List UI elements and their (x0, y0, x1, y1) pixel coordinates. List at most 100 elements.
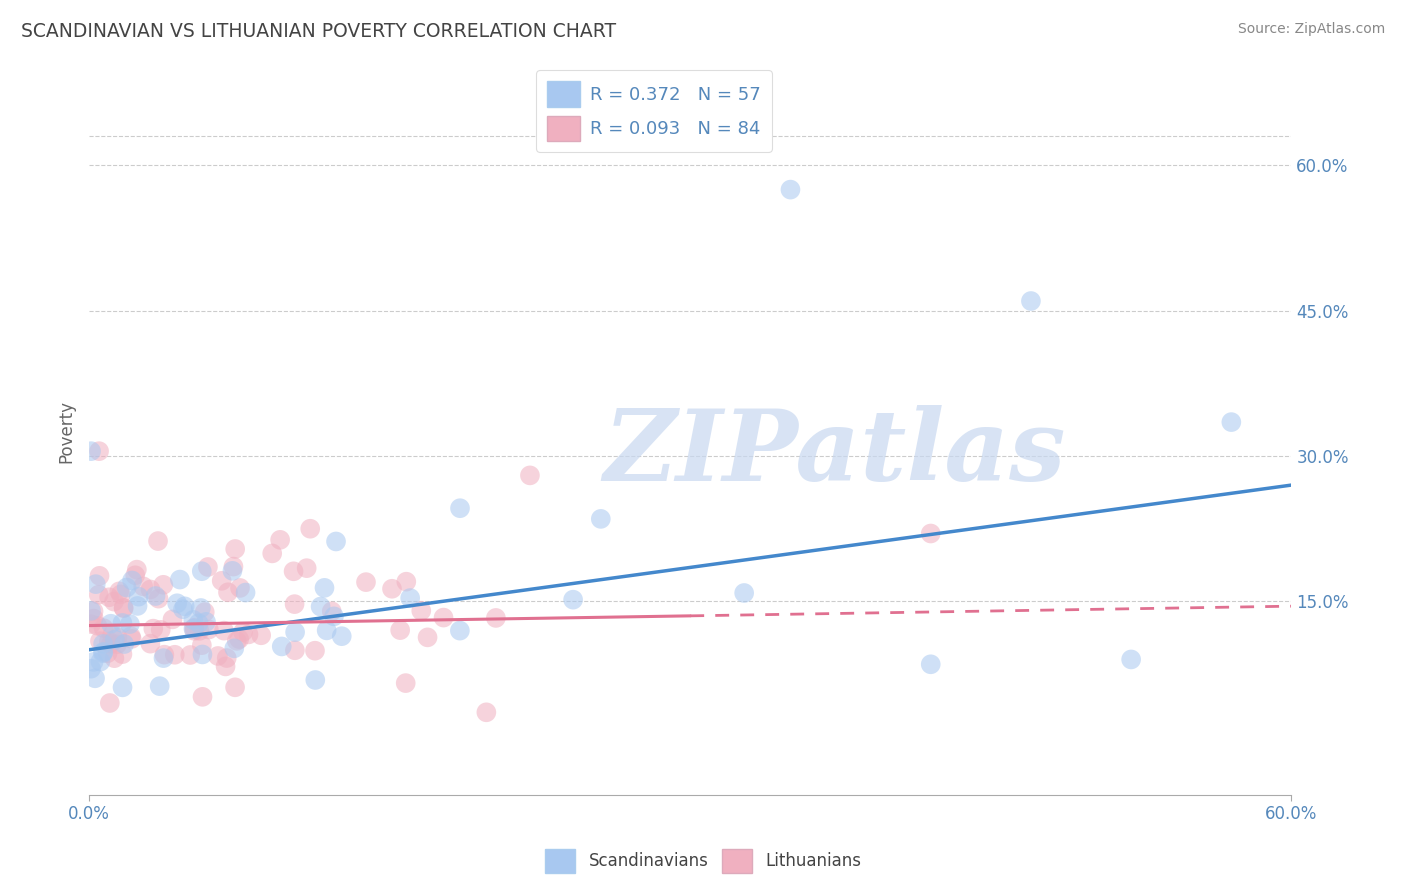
Point (411, 604, 433, 618)
Point (262, 546, 284, 560)
Point (149, 623, 172, 637)
Point (179, 648, 201, 662)
Point (283, 564, 305, 578)
Point (214, 659, 236, 673)
Point (103, 594, 125, 608)
Point (519, 468, 541, 483)
Point (125, 563, 148, 577)
Point (128, 590, 150, 604)
Point (91, 646, 114, 660)
Text: Source: ZipAtlas.com: Source: ZipAtlas.com (1237, 22, 1385, 37)
Point (194, 605, 217, 619)
Point (589, 512, 612, 526)
Point (432, 610, 454, 624)
Point (91, 637, 114, 651)
Point (224, 541, 246, 556)
Point (153, 648, 176, 662)
Point (270, 640, 292, 654)
Point (191, 638, 214, 652)
Legend: Scandinavians, Lithuanians: Scandinavians, Lithuanians (538, 842, 868, 880)
Point (146, 534, 169, 549)
Point (191, 564, 214, 578)
Point (188, 624, 211, 638)
Point (187, 616, 209, 631)
Point (169, 573, 191, 587)
Point (224, 641, 246, 656)
Point (112, 601, 135, 615)
Point (211, 574, 233, 588)
Point (112, 600, 135, 615)
Point (250, 628, 273, 642)
Point (98, 696, 121, 710)
Point (269, 533, 291, 547)
Point (121, 632, 143, 646)
Point (108, 584, 131, 599)
Point (314, 581, 336, 595)
Point (166, 596, 188, 610)
Point (779, 183, 801, 197)
Point (112, 637, 135, 651)
Point (183, 622, 205, 636)
Point (162, 612, 184, 626)
Point (89, 569, 111, 583)
Point (183, 613, 205, 627)
Point (97, 634, 120, 648)
Point (304, 643, 326, 657)
Point (148, 591, 170, 606)
Point (354, 575, 377, 590)
Point (195, 615, 218, 629)
Point (212, 624, 235, 638)
Point (229, 581, 252, 595)
Point (101, 628, 124, 642)
Point (416, 631, 439, 645)
Point (238, 627, 260, 641)
Point (183, 624, 205, 638)
Point (304, 673, 326, 687)
Point (121, 574, 143, 588)
Point (103, 651, 125, 665)
Point (284, 643, 307, 657)
Point (120, 629, 142, 643)
Point (224, 681, 246, 695)
Point (139, 582, 162, 597)
Point (139, 637, 162, 651)
Point (295, 561, 318, 575)
Point (80, 604, 103, 618)
Point (111, 681, 134, 695)
Point (299, 522, 322, 536)
Y-axis label: Poverty: Poverty (58, 401, 75, 463)
Point (284, 625, 307, 640)
Point (142, 622, 165, 636)
Point (562, 592, 585, 607)
Point (323, 609, 346, 624)
Point (105, 637, 128, 651)
Point (449, 624, 471, 638)
Point (399, 591, 422, 605)
Point (100, 616, 122, 631)
Point (87, 444, 110, 458)
Point (1121, 652, 1143, 666)
Point (87, 588, 110, 602)
Point (207, 648, 229, 663)
Point (89, 655, 111, 669)
Point (118, 617, 141, 632)
Point (284, 597, 307, 611)
Point (485, 611, 508, 625)
Point (1220, 415, 1243, 429)
Point (325, 534, 347, 549)
Point (132, 579, 155, 593)
Point (217, 585, 239, 599)
Point (920, 657, 942, 672)
Point (198, 623, 221, 637)
Point (395, 676, 418, 690)
Point (115, 581, 138, 595)
Point (221, 564, 243, 578)
Point (93, 645, 115, 659)
Point (191, 648, 214, 662)
Point (733, 586, 755, 600)
Text: SCANDINAVIAN VS LITHUANIAN POVERTY CORRELATION CHART: SCANDINAVIAN VS LITHUANIAN POVERTY CORRE… (21, 22, 616, 41)
Point (80, 617, 103, 632)
Point (330, 629, 353, 643)
Point (127, 599, 149, 613)
Point (111, 615, 134, 630)
